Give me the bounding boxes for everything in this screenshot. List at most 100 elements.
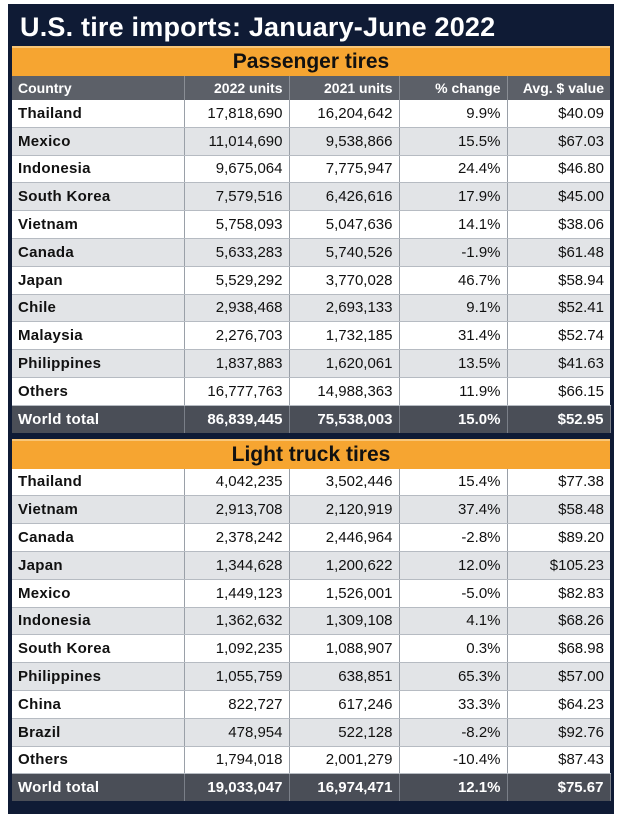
pct-change-cell: 15.5% [399,127,508,156]
units-2022-cell: 5,633,283 [184,238,290,267]
units-2021-cell: 5,047,636 [289,210,400,239]
country-cell: Philippines [12,349,185,378]
units-2021-cell: 1,200,622 [289,551,400,580]
pct-change-cell: -1.9% [399,238,508,267]
units-2021-cell: 1,732,185 [289,321,400,351]
table-row: Indonesia 9,675,064 7,775,947 24.4% $46.80 [12,155,610,184]
units-2022-cell: 2,913,708 [184,495,290,525]
units-2021-cell: 5,740,526 [289,238,400,267]
units-2021-cell: 2,446,964 [289,523,400,552]
pct-change-cell: 12.0% [399,551,508,580]
avg-value-cell: $45.00 [507,182,610,212]
country-cell: Japan [12,551,185,580]
units-2021-cell: 1,088,907 [289,634,400,664]
world-total-row: World total 19,033,047 16,974,471 12.1% $75.… [12,773,611,802]
table-row: Brazil 478,954 522,128 -8.2% $92.76 [12,718,610,747]
units-2021-cell: 2,693,133 [289,294,400,323]
country-cell: Canada [12,238,185,267]
units-2021-cell: 6,426,616 [289,182,400,212]
avg-value-cell: $64.23 [507,690,610,719]
avg-value-cell: $61.48 [507,238,610,267]
avg-value-cell: $58.48 [507,495,610,525]
table-row: Thailand 17,818,690 16,204,642 9.9% $40.09 [12,100,610,128]
passenger-table-body: Thailand 17,818,690 16,204,642 9.9% $40.09 Me… [12,100,611,433]
total-units-2021-cell: 16,974,471 [289,773,400,802]
units-2022-cell: 5,529,292 [184,266,290,295]
avg-value-cell: $46.80 [507,155,610,184]
country-cell: Others [12,746,185,775]
units-2022-cell: 2,276,703 [184,321,290,351]
country-cell: Malaysia [12,321,185,351]
country-cell: South Korea [12,182,185,212]
section-divider [12,432,610,439]
table-row: South Korea 7,579,516 6,426,616 17.9% $45.00 [12,182,610,212]
pct-change-cell: 24.4% [399,155,508,184]
table-row: Others 1,794,018 2,001,279 -10.4% $87.43 [12,746,610,775]
table-row: Philippines 1,055,759 638,851 65.3% $57.00 [12,662,610,691]
table-row: Malaysia 2,276,703 1,732,185 31.4% $52.74 [12,321,610,351]
country-cell: Japan [12,266,185,295]
table-row: Vietnam 5,758,093 5,047,636 14.1% $38.06 [12,210,610,239]
units-2021-cell: 3,770,028 [289,266,400,295]
pct-change-cell: 33.3% [399,690,508,719]
table-header-row: Country 2022 units 2021 units % change A… [12,76,610,100]
table-row: Thailand 4,042,235 3,502,446 15.4% $77.38 [12,468,610,497]
column-header-2021-units: 2021 units [289,76,400,100]
avg-value-cell: $66.15 [507,377,610,406]
table-row: Japan 5,529,292 3,770,028 46.7% $58.94 [12,266,610,295]
light-truck-table: Thailand 4,042,235 3,502,446 15.4% $77.38 Vie… [12,468,611,802]
table-row: South Korea 1,092,235 1,088,907 0.3% $68.98 [12,634,610,664]
units-2021-cell: 2,001,279 [289,746,400,775]
pct-change-cell: 15.4% [399,468,508,497]
units-2022-cell: 4,042,235 [184,468,290,497]
avg-value-cell: $68.98 [507,634,610,664]
avg-value-cell: $68.26 [507,607,610,636]
passenger-section-heading: Passenger tires [12,46,610,76]
units-2022-cell: 5,758,093 [184,210,290,239]
units-2021-cell: 1,309,108 [289,607,400,636]
country-cell: Indonesia [12,155,185,184]
table-row: Others 16,777,763 14,988,363 11.9% $66.15 [12,377,610,406]
column-header-avg-value: Avg. $ value [507,76,610,100]
units-2022-cell: 478,954 [184,718,290,747]
country-cell: China [12,690,185,719]
total-pct-change-cell: 15.0% [399,405,508,433]
pct-change-cell: 9.9% [399,100,508,128]
column-header-country: Country [12,76,185,100]
country-cell: Thailand [12,100,185,128]
pct-change-cell: 31.4% [399,321,508,351]
units-2022-cell: 822,727 [184,690,290,719]
units-2022-cell: 16,777,763 [184,377,290,406]
country-cell: Vietnam [12,210,185,239]
total-country-cell: World total [12,773,185,802]
total-avg-value-cell: $75.67 [507,773,611,802]
avg-value-cell: $105.23 [507,551,610,580]
table-row: China 822,727 617,246 33.3% $64.23 [12,690,610,719]
pct-change-cell: 0.3% [399,634,508,664]
units-2021-cell: 2,120,919 [289,495,400,525]
units-2022-cell: 1,449,123 [184,579,290,608]
avg-value-cell: $77.38 [507,468,610,497]
table-row: Chile 2,938,468 2,693,133 9.1% $52.41 [12,294,610,323]
country-cell: Mexico [12,579,185,608]
units-2022-cell: 7,579,516 [184,182,290,212]
units-2021-cell: 7,775,947 [289,155,400,184]
units-2021-cell: 522,128 [289,718,400,747]
country-cell: Indonesia [12,607,185,636]
country-cell: Philippines [12,662,185,691]
total-avg-value-cell: $52.95 [507,405,611,433]
units-2022-cell: 2,938,468 [184,294,290,323]
table-row: Japan 1,344,628 1,200,622 12.0% $105.23 [12,551,610,580]
total-units-2022-cell: 86,839,445 [184,405,290,433]
country-cell: Chile [12,294,185,323]
avg-value-cell: $89.20 [507,523,610,552]
pct-change-cell: -10.4% [399,746,508,775]
total-units-2022-cell: 19,033,047 [184,773,290,802]
light-truck-section-heading: Light truck tires [12,438,610,469]
units-2022-cell: 11,014,690 [184,127,290,156]
table-row: Mexico 11,014,690 9,538,866 15.5% $67.03 [12,127,610,156]
units-2021-cell: 1,526,001 [289,579,400,608]
units-2022-cell: 1,362,632 [184,607,290,636]
table-row: Canada 5,633,283 5,740,526 -1.9% $61.48 [12,238,610,267]
table-row: Mexico 1,449,123 1,526,001 -5.0% $82.83 [12,579,610,608]
